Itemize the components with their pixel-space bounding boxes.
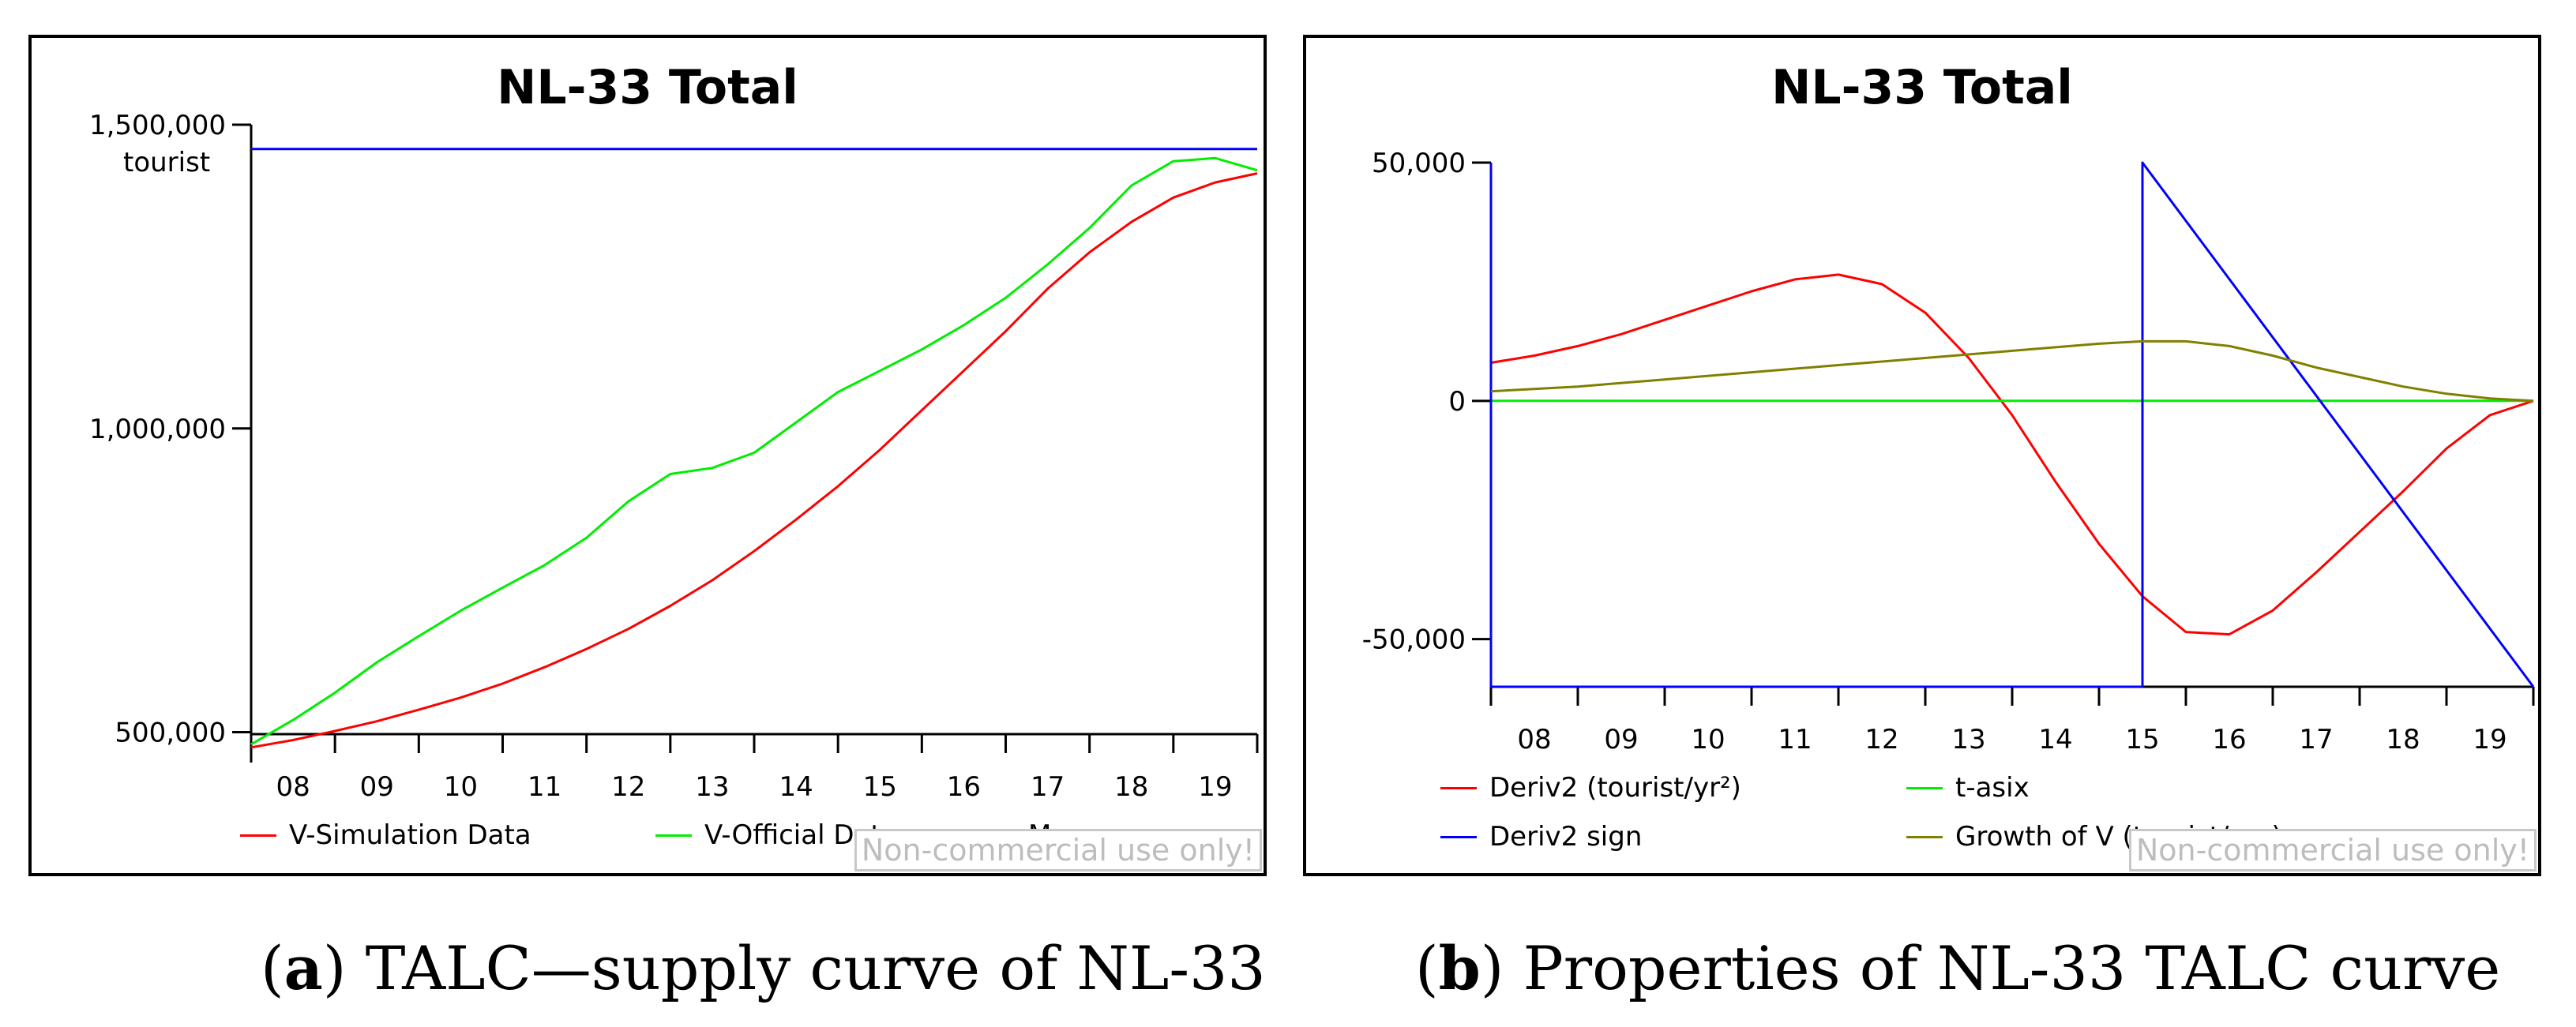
x-tick-label: 15	[863, 771, 897, 803]
y-tick-label: 500,000	[115, 718, 226, 749]
legend-item-deriv2-sign: Deriv2 sign	[1440, 821, 1642, 853]
watermark: Non-commercial use only!	[854, 829, 1262, 871]
legend-label: Deriv2 sign	[1489, 821, 1643, 853]
x-tick-label: 08	[1517, 724, 1551, 755]
legend-label: Deriv2 (tourist/yr²)	[1489, 772, 1741, 804]
x-tick-label: 14	[2038, 724, 2072, 755]
x-tick-label: 17	[2299, 724, 2333, 755]
x-tick-label: 18	[1114, 771, 1148, 803]
x-tick-label: 19	[1198, 771, 1232, 803]
x-tick-label: 08	[276, 771, 310, 803]
x-tick-label: 11	[1778, 724, 1812, 755]
x-tick-label: 10	[1691, 724, 1725, 755]
y-tick-label: 1,000,000	[89, 414, 226, 445]
legend-swatch-red	[1440, 786, 1477, 789]
x-tick-label: 13	[1951, 724, 1985, 755]
line-chart-a: 500,000 1,000,000 1,500,000 08 09 10 11 12 13 14 1…	[89, 110, 1259, 803]
x-tick-label: 19	[2473, 724, 2507, 755]
x-tick-label: 17	[1031, 771, 1065, 803]
legend-swatch-red	[240, 834, 276, 837]
chart-title: NL-33 Total	[497, 60, 798, 115]
y-tick-label: 50,000	[1372, 148, 1466, 179]
legend-label: V-Simulation Data	[289, 819, 531, 851]
x-tick-label: 15	[2125, 724, 2159, 755]
series-line-v-simulation-data	[250, 172, 1258, 749]
legend-item-t-asix: t-asix	[1906, 772, 2030, 804]
x-tick-label: 16	[2212, 724, 2246, 755]
y-tick-label: -50,000	[1362, 624, 1466, 656]
series-line-growth-of-v-tourist-mo	[1490, 339, 2534, 403]
x-tick-label: 09	[1604, 724, 1638, 755]
x-tick-label: 16	[947, 771, 981, 803]
x-tick-label: 12	[1864, 724, 1898, 755]
chart-panel-a: NL-33 Total tourist 500,000 1,000,000 1,50…	[28, 35, 1267, 876]
legend-swatch-green	[655, 834, 692, 837]
caption-b: (b) Properties of NL-33 TALC curve	[1415, 933, 2501, 1003]
x-tick-label: 18	[2386, 724, 2420, 755]
chart-title: NL-33 Total	[1771, 60, 2073, 115]
x-tick-label: 13	[695, 771, 729, 803]
caption-a: (a) TALC—supply curve of NL-33	[261, 933, 1266, 1003]
series-line-deriv2-tourist-yr	[1490, 273, 2534, 636]
watermark: Non-commercial use only!	[2128, 829, 2537, 871]
legend-item-v-simulation: V-Simulation Data	[240, 819, 531, 851]
x-tick-label: 12	[611, 771, 645, 803]
legend-item-deriv2: Deriv2 (tourist/yr²)	[1440, 772, 1741, 804]
y-axis-label: tourist	[123, 147, 211, 178]
y-tick-label: 1,500,000	[89, 110, 226, 141]
y-tick-label: 0	[1448, 386, 1466, 418]
x-tick-label: 09	[360, 771, 394, 803]
legend-swatch-blue	[1440, 835, 1477, 838]
x-tick-label: 14	[779, 771, 813, 803]
legend-label: t-asix	[1955, 772, 2030, 804]
x-tick-label: 11	[528, 771, 561, 803]
legend-swatch-green	[1906, 786, 1943, 789]
x-tick-label: 10	[444, 771, 478, 803]
legend-swatch-olive	[1906, 835, 1943, 838]
series-line-v-official-data	[250, 156, 1258, 746]
chart-panel-b: NL-33 Total -50,000 0 50,000 08 09 10 11 12 13 14…	[1303, 35, 2541, 876]
series-line-deriv2-sign	[1489, 161, 2535, 688]
line-chart-b: -50,000 0 50,000 08 09 10 11 12 13 14 15 16 17 18 19	[1362, 148, 2535, 755]
